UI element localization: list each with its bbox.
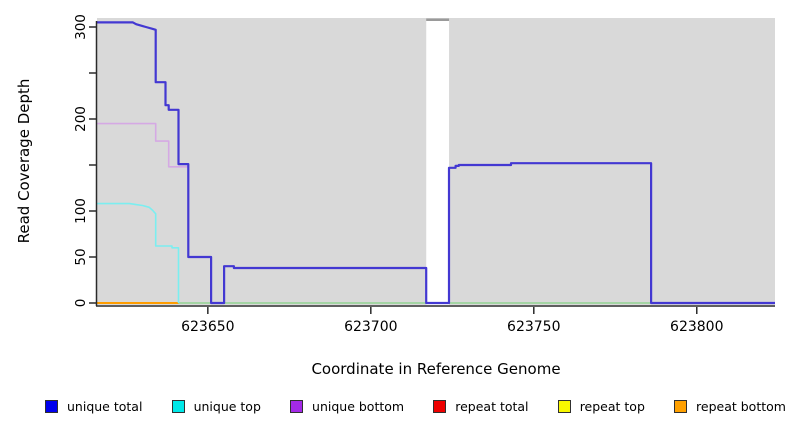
legend-swatch-unique-bottom — [290, 399, 304, 413]
legend-swatch-unique-total — [45, 399, 58, 413]
coverage-gap-band-cap — [426, 18, 450, 21]
legend-swatch-repeat-total — [433, 399, 447, 413]
legend-label-unique-total: unique total — [67, 398, 143, 414]
legend-swatch-repeat-top — [557, 399, 571, 413]
x-tick-label-623700: 623700 — [344, 319, 397, 335]
y-tick-label-0: 0 — [73, 299, 89, 308]
x-axis-title: Coordinate in Reference Genome — [311, 360, 561, 378]
legend-label-repeat-bottom: repeat bottom — [696, 398, 786, 414]
series-line-unique-top — [97, 202, 180, 303]
legend-swatch-repeat-bottom — [674, 399, 688, 413]
legend-item-unique-top: unique top — [171, 396, 261, 416]
coverage-gap-band — [426, 21, 450, 305]
x-tick-label-623650: 623650 — [181, 319, 234, 335]
y-tick-label-50: 50 — [73, 248, 89, 265]
y-axis-title: Read Coverage Depth — [15, 78, 33, 244]
legend-label-unique-top: unique top — [193, 398, 261, 414]
legend-item-unique-bottom: unique bottom — [290, 396, 404, 416]
legend-item-repeat-top: repeat top — [557, 396, 645, 416]
x-tick-label-623750: 623750 — [507, 319, 560, 335]
chart-canvas: 0 50 100 200 300 623650 623700 623750 623800 — [73, 14, 775, 335]
y-tick-label-300: 300 — [73, 14, 89, 40]
y-tick-label-100: 100 — [73, 198, 89, 224]
legend-label-unique-bottom: unique bottom — [312, 398, 405, 414]
legend: unique total unique top unique bottom repea… — [45, 396, 786, 416]
series-line-unique-total — [97, 21, 775, 305]
x-tick-label-623800: 623800 — [670, 319, 723, 335]
y-tick-label-200: 200 — [73, 106, 89, 132]
legend-item-repeat-bottom: repeat bottom — [674, 396, 786, 416]
legend-label-repeat-total: repeat total — [455, 398, 529, 414]
legend-label-repeat-top: repeat top — [579, 398, 645, 414]
legend-swatch-unique-top — [171, 399, 185, 413]
legend-item-repeat-total: repeat total — [433, 396, 529, 416]
legend-item-unique-total: unique total — [45, 396, 142, 416]
